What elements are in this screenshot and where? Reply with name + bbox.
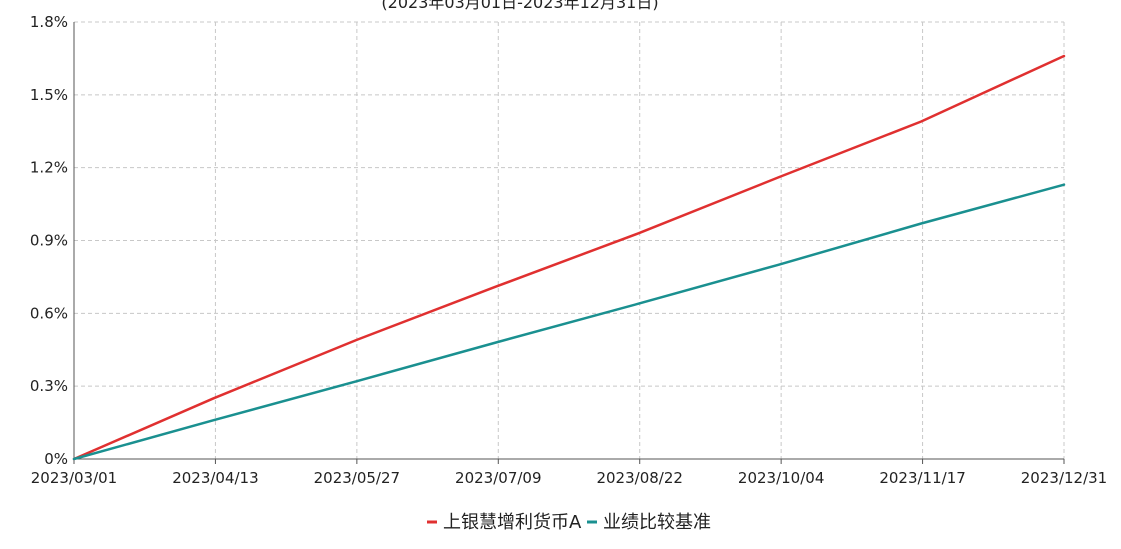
x-tick-label: 2023/07/09 [455, 469, 541, 487]
x-tick-label: 2023/11/17 [879, 469, 965, 487]
x-tick-label: 2023/12/31 [1021, 469, 1107, 487]
y-tick-label: 0.9% [30, 232, 68, 250]
series [72, 54, 1066, 461]
series-line-1 [72, 54, 1066, 461]
x-tick-label: 2023/08/22 [596, 469, 682, 487]
axes: 0% 0.3% 0.6% 0.9% 1.2% 1.5% 1.8% 2023/03/01 2023… [30, 13, 1107, 487]
x-tick-label: 2023/03/01 [31, 469, 117, 487]
y-tick-label: 0% [44, 450, 68, 468]
chart-subtitle: (2023年03月01日-2023年12月31日) [381, 0, 658, 12]
x-tick-label: 2023/05/27 [314, 469, 400, 487]
grid [74, 21, 1065, 459]
y-tick-label: 1.5% [30, 86, 68, 104]
y-tick-label: 0.6% [30, 304, 68, 322]
x-tick-label: 2023/10/04 [738, 469, 824, 487]
legend: 上银慧增利货币A 业绩比较基准 [427, 512, 711, 533]
y-tick-label: 1.2% [30, 159, 68, 177]
legend-label-2: 业绩比较基准 [603, 512, 711, 533]
y-tick-label: 0.3% [30, 377, 68, 395]
series-line-2 [72, 183, 1066, 461]
legend-label-1: 上银慧增利货币A [443, 512, 582, 533]
x-tick-label: 2023/04/13 [172, 469, 258, 487]
y-tick-label: 1.8% [30, 13, 68, 31]
